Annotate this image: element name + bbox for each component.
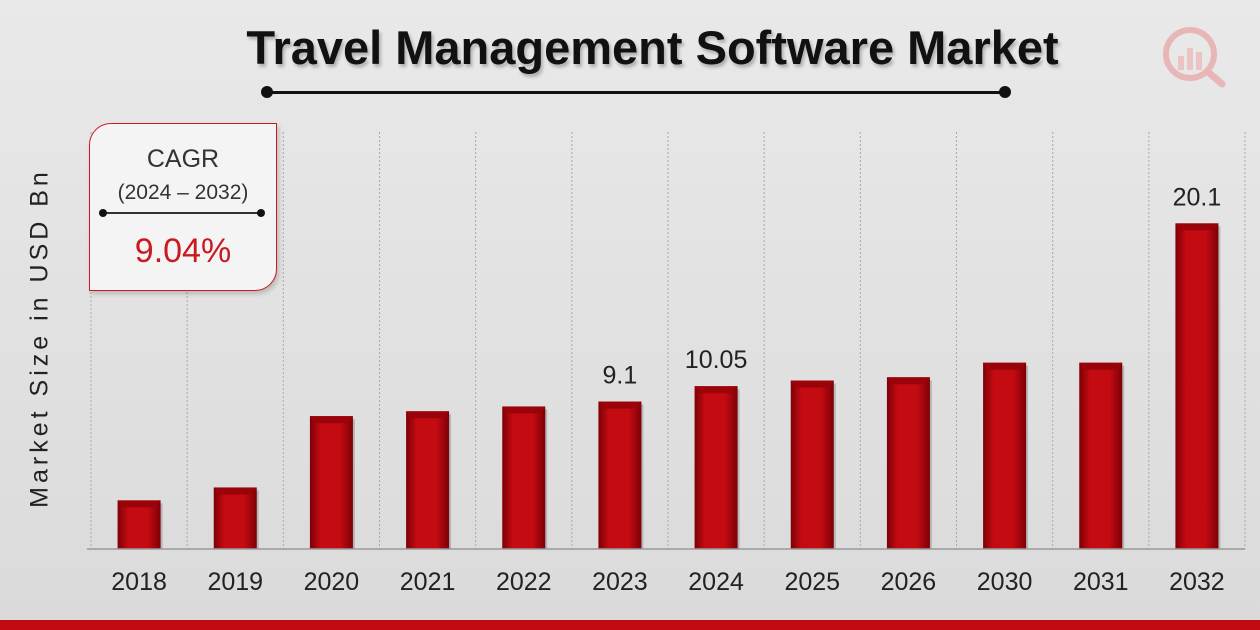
x-tick-label: 2032	[1169, 568, 1225, 596]
bar-cap	[309, 416, 353, 424]
bar	[886, 377, 930, 549]
bar-cap	[1175, 223, 1219, 231]
x-tick-label: 2020	[304, 568, 360, 596]
magnifier-bar-chart-icon	[1163, 27, 1226, 88]
bar	[1079, 362, 1123, 549]
data-label: 9.1	[603, 362, 638, 390]
data-label: 20.1	[1173, 183, 1222, 211]
chart-title: Travel Management Software Market	[246, 21, 1059, 74]
bar-cap	[1079, 362, 1123, 370]
bar-cap	[886, 377, 930, 385]
bar-group	[694, 386, 740, 549]
bar	[406, 411, 450, 549]
bar	[502, 406, 546, 549]
x-tick-label: 2019	[207, 568, 263, 596]
bar-cap	[502, 406, 546, 414]
x-tick-label: 2031	[1073, 568, 1129, 596]
bar-cap	[117, 500, 161, 508]
bar-group	[502, 406, 548, 549]
data-label: 10.05	[685, 346, 748, 374]
bar	[983, 362, 1027, 549]
bar-group	[886, 377, 932, 549]
cagr-divider-left-dot	[99, 209, 107, 217]
bar-cap	[213, 487, 257, 495]
bar	[213, 487, 257, 549]
bar-group	[213, 487, 259, 549]
x-tick-label: 2024	[688, 568, 744, 596]
bar	[117, 500, 161, 549]
bar-group	[598, 401, 644, 549]
bar	[1175, 223, 1219, 549]
bar-cap	[598, 401, 642, 409]
bar-group	[117, 500, 163, 549]
x-tick-label: 2018	[111, 568, 167, 596]
bar	[598, 401, 642, 549]
bar-group	[1079, 362, 1125, 549]
x-tick-label: 2026	[881, 568, 937, 596]
cagr-value: 9.04%	[134, 232, 232, 270]
x-tick-label: 2021	[400, 568, 456, 596]
x-tick-label: 2023	[592, 568, 648, 596]
bar-group	[406, 411, 452, 549]
bar-group	[1175, 223, 1221, 549]
bar	[790, 380, 834, 549]
cagr-divider-right-dot	[257, 209, 265, 217]
x-tick-label: 2030	[977, 568, 1033, 596]
bar-cap	[406, 411, 450, 419]
bar-cap	[790, 380, 834, 388]
bar	[309, 416, 353, 549]
bar-group	[790, 380, 836, 549]
x-tick-label: 2025	[784, 568, 840, 596]
bar-group	[983, 362, 1029, 549]
bar-cap	[694, 386, 738, 394]
bar	[694, 386, 738, 549]
bar-cap	[983, 362, 1027, 370]
x-tick-label: 2022	[496, 568, 552, 596]
title-underline	[267, 91, 1005, 94]
bar-group	[309, 416, 355, 549]
title-underline-right-dot	[999, 86, 1011, 98]
title-underline-left-dot	[261, 86, 273, 98]
cagr-label: CAGR	[146, 145, 220, 173]
bottom-accent-bar	[0, 620, 1260, 630]
cagr-divider	[103, 212, 261, 214]
cagr-callout: CAGR (2024 – 2032) 9.04%	[89, 123, 277, 291]
cagr-range: (2024 – 2032)	[117, 181, 249, 204]
